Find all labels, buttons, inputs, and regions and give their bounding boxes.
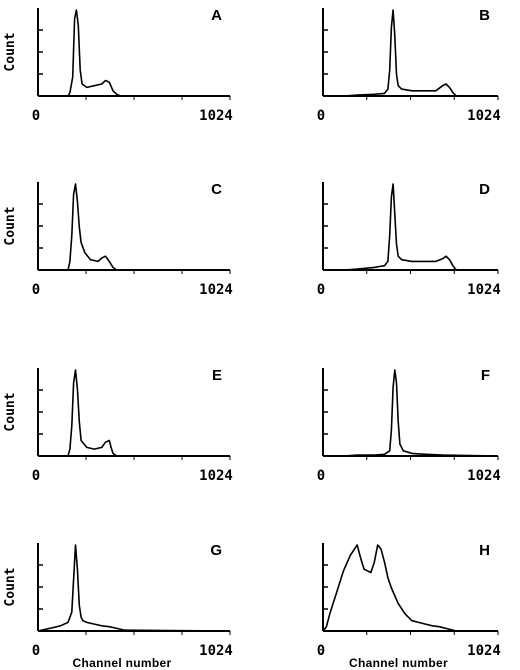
tick-label-max: 1024 bbox=[467, 643, 501, 659]
panel-label: E bbox=[212, 367, 222, 384]
tick-label-min: 0 bbox=[317, 282, 325, 298]
histogram-line bbox=[322, 544, 498, 632]
panel-label: A bbox=[211, 7, 222, 24]
tick-label-max: 1024 bbox=[199, 108, 233, 124]
panel-f: F 0 1024 bbox=[317, 367, 501, 484]
tick-label-min: 0 bbox=[32, 643, 40, 659]
y-axis-label: Count bbox=[3, 567, 18, 606]
panel-label: C bbox=[211, 181, 222, 198]
panel-g: G 0 1024 Count Channel number bbox=[3, 542, 233, 670]
histogram-line bbox=[37, 544, 231, 632]
tick-label-min: 0 bbox=[32, 108, 40, 124]
y-axis-label: Count bbox=[3, 206, 18, 245]
histogram-line bbox=[323, 183, 498, 271]
tick-label-min: 0 bbox=[317, 468, 325, 484]
panel-label: B bbox=[479, 7, 490, 24]
histogram-line bbox=[323, 369, 499, 457]
panel-c: C 0 1024 Count bbox=[3, 181, 233, 298]
y-axis-label: Count bbox=[3, 32, 18, 71]
panel-label: G bbox=[210, 542, 222, 559]
tick-label-max: 1024 bbox=[199, 468, 233, 484]
histogram-line bbox=[38, 369, 230, 457]
y-axis-label: Count bbox=[3, 392, 18, 431]
panel-label: D bbox=[479, 181, 490, 198]
histogram-line bbox=[323, 9, 498, 97]
panel-b: B 0 1024 bbox=[317, 7, 501, 124]
tick-label-min: 0 bbox=[32, 282, 40, 298]
tick-label-max: 1024 bbox=[467, 282, 501, 298]
tick-label-max: 1024 bbox=[467, 468, 501, 484]
x-axis-label: Channel number bbox=[73, 656, 172, 670]
x-axis-label: Channel number bbox=[349, 656, 448, 670]
tick-label-max: 1024 bbox=[199, 282, 233, 298]
panel-d: D 0 1024 bbox=[317, 181, 501, 298]
panel-label: H bbox=[479, 542, 490, 559]
tick-label-min: 0 bbox=[317, 643, 325, 659]
tick-label-min: 0 bbox=[32, 468, 40, 484]
panel-h: H 0 1024 Channel number bbox=[317, 542, 501, 670]
panel-e: E 0 1024 Count bbox=[3, 367, 233, 484]
panel-label: F bbox=[481, 367, 490, 384]
tick-label-min: 0 bbox=[317, 108, 325, 124]
tick-label-max: 1024 bbox=[467, 108, 501, 124]
histogram-line bbox=[38, 9, 230, 97]
histogram-line bbox=[38, 183, 230, 271]
tick-label-max: 1024 bbox=[199, 643, 233, 659]
panel-a: A 0 1024 Count bbox=[3, 7, 233, 124]
